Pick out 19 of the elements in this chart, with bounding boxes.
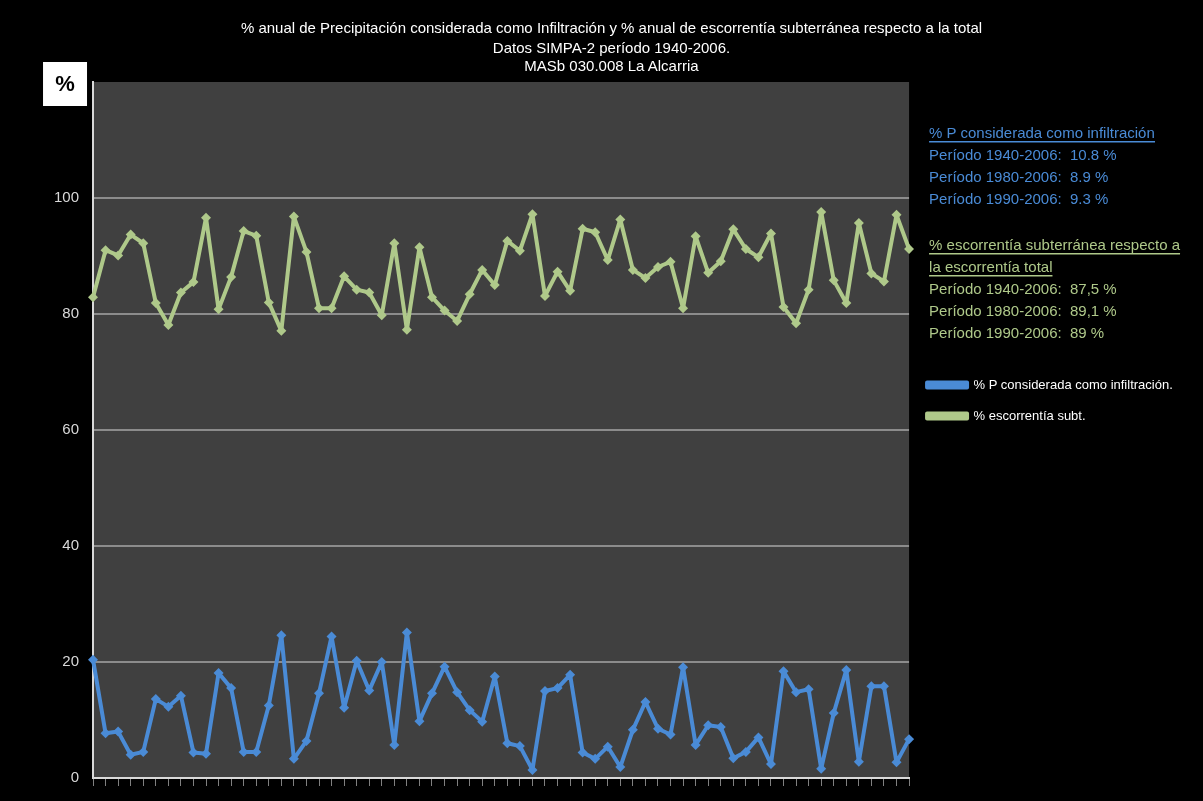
y-tick-label: 80 (62, 304, 80, 322)
text: Período 1940-2006: 10.8 % (929, 146, 1117, 163)
text: Período 1990-2006: 9.3 % (929, 190, 1109, 207)
legend-label: % escorrentía subt. (973, 407, 1086, 423)
chart-subtitle: Datos SIMPA-2 período 1940-2006. MASb 030.008 La Alcarria (492, 39, 731, 75)
y-tick-label: 20 (62, 652, 80, 670)
y-tick-label: 0 (70, 768, 80, 786)
text: Período 1980-2006: 89,1 % (929, 302, 1117, 319)
text: % P considerada como infiltración (929, 124, 1155, 141)
text: Período 1940-2006: 87,5 % (929, 280, 1117, 297)
legend-label: % P considerada como infiltración. (973, 376, 1173, 392)
chart-title: % anual de Precipitación considerada como Infiltración y % anual de escorrentía subterránea respecto a la total (240, 19, 983, 37)
y-tick-label: 60 (62, 420, 80, 438)
y-tick-label: 100 (54, 188, 80, 206)
y-axis-title: % (55, 71, 75, 97)
text: Período 1980-2006: 8.9 % (929, 168, 1109, 185)
text: % escorrentía subterránea respecto a la escorrentía total (929, 236, 1181, 275)
y-tick-label: 40 (62, 536, 80, 554)
text: Período 1990-2006: 89 % (929, 324, 1105, 341)
